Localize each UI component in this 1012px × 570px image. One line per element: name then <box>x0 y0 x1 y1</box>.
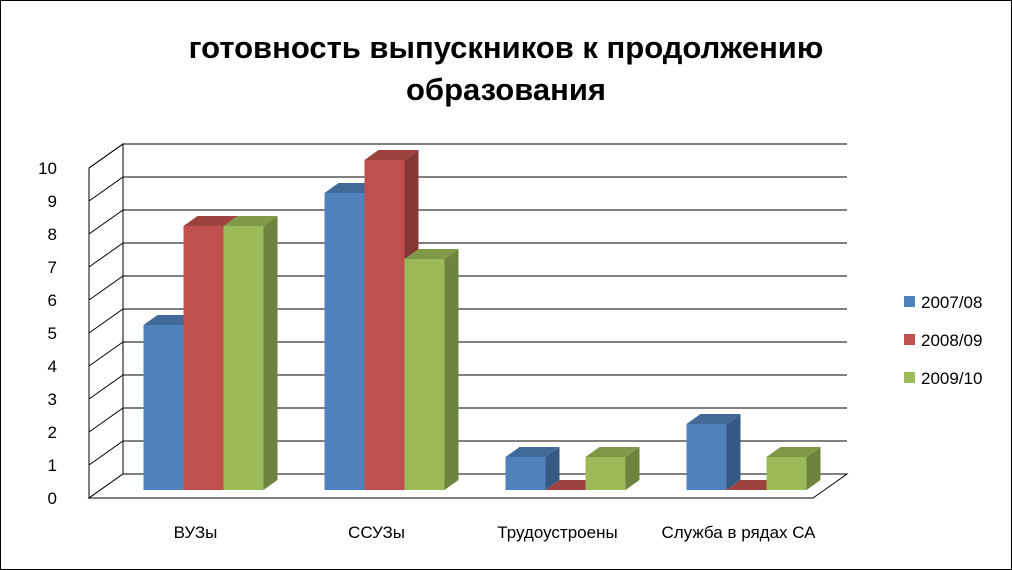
x-tick-label: Служба в рядах СА <box>661 523 816 542</box>
bar-side <box>726 414 741 490</box>
gridline <box>88 308 847 334</box>
legend-swatch <box>904 334 915 345</box>
y-tick-label: 2 <box>48 423 57 442</box>
gridline <box>88 275 847 301</box>
gridline <box>88 143 847 169</box>
bar-front <box>183 226 224 490</box>
chart-title: готовность выпускников к продолжению обр… <box>1 27 1011 111</box>
chart-title-line-1: готовность выпускников к продолжению <box>188 30 824 65</box>
bar-front <box>766 457 807 490</box>
legend-item: 2009/10 <box>904 369 982 388</box>
bar-front <box>686 424 727 490</box>
gridline <box>88 341 847 367</box>
legend-item: 2007/08 <box>904 293 982 312</box>
bar-front <box>404 259 445 490</box>
bar <box>505 447 560 490</box>
y-tick-label: 8 <box>48 225 57 244</box>
x-tick-label: ВУЗы <box>174 523 218 542</box>
gridline <box>88 440 847 466</box>
floor <box>87 473 849 499</box>
bar-top <box>585 447 640 457</box>
bar-side <box>263 216 278 490</box>
gridline <box>88 374 847 400</box>
bar-front <box>364 160 405 490</box>
bar <box>686 414 741 490</box>
bar-front <box>223 226 264 490</box>
y-tick-label: 6 <box>48 291 57 310</box>
bar-top <box>404 249 459 259</box>
x-tick-label: ССУЗы <box>348 523 405 542</box>
legend-label: 2009/10 <box>921 369 982 388</box>
bar <box>585 447 640 490</box>
x-axis-labels: ВУЗы ССУЗы Трудоустроены Служба в рядах СА <box>174 523 817 542</box>
legend-swatch <box>904 372 915 383</box>
bar-top <box>364 150 419 160</box>
chart-title-line-2: образования <box>406 72 606 107</box>
gridline <box>88 209 847 235</box>
y-tick-label: 3 <box>48 390 57 409</box>
bar-front <box>324 193 365 490</box>
chart-legend: 2007/08 2008/09 2009/10 <box>904 293 982 388</box>
bar <box>223 216 278 490</box>
legend-label: 2008/09 <box>921 331 982 350</box>
y-tick-label: 10 <box>38 159 57 178</box>
x-tick-label: Трудоустроены <box>497 523 617 542</box>
bar-side <box>444 249 459 490</box>
y-tick-label: 0 <box>48 489 57 508</box>
gridline <box>88 176 847 202</box>
y-tick-label: 7 <box>48 258 57 277</box>
bar-top <box>223 216 278 226</box>
legend-item: 2008/09 <box>904 331 982 350</box>
bar <box>766 447 821 490</box>
legend-swatch <box>904 296 915 307</box>
bar-front <box>585 457 626 490</box>
bar-front <box>505 457 546 490</box>
y-tick-label: 5 <box>48 324 57 343</box>
gridline <box>88 242 847 268</box>
bar-side <box>806 447 821 490</box>
bar <box>404 249 459 490</box>
gridline <box>88 407 847 433</box>
chart-gridlines <box>88 143 847 466</box>
bar-top <box>183 216 238 226</box>
bar-top <box>766 447 821 457</box>
y-tick-label: 9 <box>48 192 57 211</box>
bar-side <box>625 447 640 490</box>
bar-top <box>686 414 741 424</box>
y-tick-label: 4 <box>48 357 57 376</box>
chart-bars <box>143 150 821 490</box>
bar-side <box>545 447 560 490</box>
legend-label: 2007/08 <box>921 293 982 312</box>
bar-top <box>505 447 560 457</box>
bar-front <box>143 325 184 490</box>
y-axis-ticks: 0 1 2 3 4 5 6 7 8 9 10 <box>38 159 57 508</box>
y-tick-label: 1 <box>48 456 57 475</box>
